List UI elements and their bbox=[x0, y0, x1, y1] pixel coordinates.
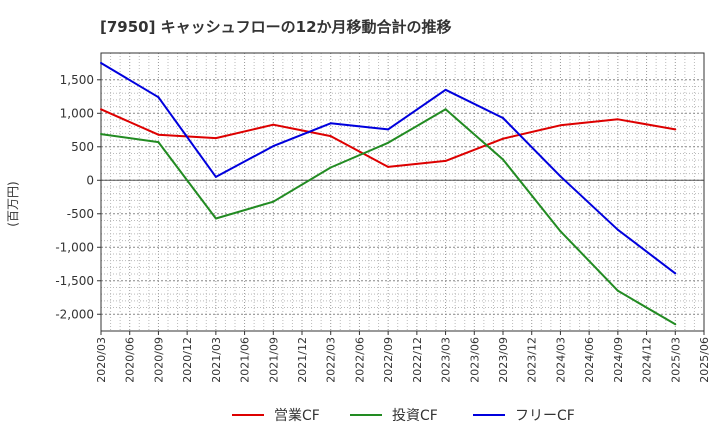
data-point bbox=[214, 137, 217, 140]
x-tick-label: 2022/09 bbox=[382, 337, 395, 383]
y-tick-label: -1,000 bbox=[55, 240, 94, 254]
y-tick-label: 1,000 bbox=[60, 106, 94, 120]
data-point bbox=[502, 116, 504, 119]
data-point bbox=[100, 133, 102, 136]
data-point bbox=[272, 145, 275, 148]
chart-title: [7950] キャッシュフローの12か月移動合計の推移 bbox=[100, 18, 452, 36]
y-axis: 1,500 1,000 500 0 -500 -1,000 -1,500 -2,000 bbox=[55, 73, 101, 321]
x-tick-label: 2023/09 bbox=[497, 337, 510, 383]
y-tick-label: 1,500 bbox=[60, 73, 94, 87]
data-point bbox=[674, 272, 677, 275]
y-tick-label: -500 bbox=[67, 207, 94, 221]
data-point bbox=[444, 159, 447, 162]
plot-area: 1,5001,0005000-500-1,000-1,500-2,0002020… bbox=[55, 52, 711, 383]
gridlines bbox=[100, 53, 705, 331]
x-tick-label: 2022/06 bbox=[353, 337, 366, 383]
x-tick-label: 2024/09 bbox=[612, 337, 625, 383]
data-point bbox=[674, 323, 677, 326]
x-tick-label: 2023/03 bbox=[440, 337, 453, 383]
data-point bbox=[214, 217, 217, 220]
data-point bbox=[329, 122, 332, 125]
data-point bbox=[329, 166, 332, 169]
series-投資CF bbox=[100, 108, 677, 326]
x-tick-label: 2021/03 bbox=[210, 337, 223, 383]
data-point bbox=[674, 128, 677, 131]
data-point bbox=[444, 88, 447, 91]
data-point bbox=[157, 141, 160, 144]
data-point bbox=[559, 175, 562, 178]
data-point bbox=[387, 165, 390, 168]
legend-item: フリーCF bbox=[473, 408, 575, 424]
data-point bbox=[100, 62, 102, 65]
data-point bbox=[214, 175, 217, 178]
legend: 営業CF 投資CF フリーCF bbox=[232, 408, 575, 424]
series-営業CF bbox=[100, 108, 677, 168]
data-point bbox=[616, 118, 619, 121]
y-tick-label: -1,500 bbox=[55, 274, 94, 288]
legend-label: フリーCF bbox=[515, 408, 575, 424]
x-tick-label: 2024/12 bbox=[641, 337, 654, 383]
x-tick-label: 2020/09 bbox=[152, 337, 165, 383]
data-point bbox=[559, 124, 562, 127]
y-axis-label: (百万円) bbox=[6, 181, 20, 226]
x-tick-label: 2022/12 bbox=[411, 337, 424, 383]
x-tick-label: 2021/06 bbox=[239, 337, 252, 383]
data-point bbox=[272, 200, 275, 203]
series-フリーCF bbox=[100, 62, 677, 275]
data-point bbox=[559, 230, 562, 233]
legend-label: 投資CF bbox=[392, 408, 438, 424]
series-line bbox=[100, 62, 676, 275]
x-tick-label: 2020/06 bbox=[124, 337, 137, 383]
y-tick-label: 0 bbox=[86, 173, 94, 187]
data-point bbox=[502, 158, 504, 161]
x-axis: 2020/03 2020/06 2020/09 2020/12 2021/03 2021/… bbox=[95, 331, 711, 383]
legend-label: 営業CF bbox=[274, 408, 320, 424]
data-point bbox=[502, 137, 504, 140]
x-tick-label: 2020/03 bbox=[95, 337, 108, 383]
x-tick-label: 2022/03 bbox=[325, 337, 338, 383]
x-tick-label: 2023/06 bbox=[468, 337, 481, 383]
data-point bbox=[272, 123, 275, 126]
data-point bbox=[616, 228, 619, 231]
x-tick-label: 2021/09 bbox=[267, 337, 280, 383]
data-point bbox=[157, 96, 160, 99]
series-line bbox=[100, 108, 676, 326]
y-tick-label: -2,000 bbox=[55, 307, 94, 321]
x-tick-label: 2024/06 bbox=[583, 337, 596, 383]
y-tick-label: 500 bbox=[71, 140, 94, 154]
plot-border bbox=[100, 52, 705, 332]
data-point bbox=[329, 135, 332, 138]
data-point bbox=[616, 289, 619, 292]
x-tick-label: 2025/03 bbox=[669, 337, 682, 383]
data-point bbox=[387, 141, 390, 144]
x-tick-label: 2021/12 bbox=[296, 337, 309, 383]
x-tick-label: 2023/12 bbox=[526, 337, 539, 383]
x-tick-label: 2025/06 bbox=[698, 337, 711, 383]
x-tick-label: 2020/12 bbox=[181, 337, 194, 383]
data-point bbox=[444, 108, 447, 111]
legend-item: 営業CF bbox=[232, 408, 320, 424]
x-tick-label: 2024/03 bbox=[554, 337, 567, 383]
legend-item: 投資CF bbox=[350, 408, 438, 424]
data-point bbox=[100, 108, 102, 111]
data-point bbox=[157, 133, 160, 136]
data-point bbox=[387, 128, 390, 131]
